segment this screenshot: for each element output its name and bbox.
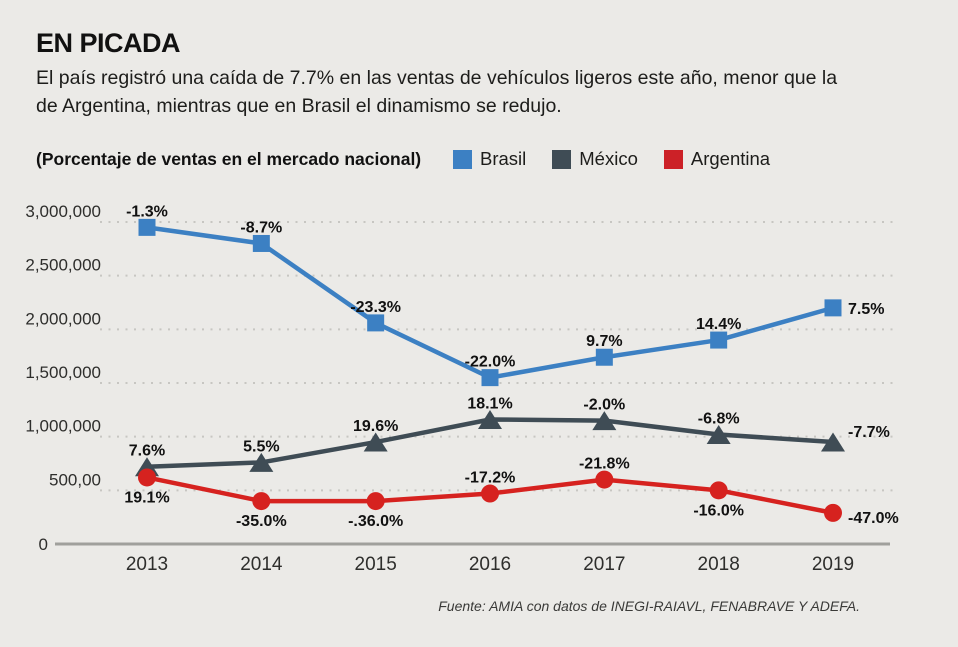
mexico-legend-swatch-icon xyxy=(552,149,572,169)
y-axis-labels: 3,000,000 2,500,000 2,000,000 1,500,000 1,00… xyxy=(25,202,101,554)
circle-marker-icon xyxy=(481,484,499,503)
subtitle-line-1: El país registró una caída de 7.7% en la… xyxy=(36,67,838,89)
data-label: 18.1% xyxy=(467,395,512,412)
x-tick-label: 2014 xyxy=(240,554,283,575)
legend-label-argentina: Argentina xyxy=(690,148,771,169)
legend-item-mexico: México xyxy=(552,148,638,170)
circle-marker-icon xyxy=(595,470,614,489)
data-label: -16.0% xyxy=(693,502,744,519)
x-tick-label: 2018 xyxy=(698,554,740,575)
series-mexico: 7.6% 5.5% 19.6% 18.1% -2.0% -6.8% -7.7% xyxy=(129,395,890,477)
data-labels: 7.6% 5.5% 19.6% 18.1% -2.0% -6.8% -7.7% xyxy=(129,395,890,459)
data-label: -23.3% xyxy=(350,299,401,316)
triangle-marker-icon xyxy=(706,425,731,445)
data-label: -8.7% xyxy=(240,219,282,236)
data-label: -2.0% xyxy=(583,397,625,414)
triangle-marker-icon xyxy=(478,409,502,429)
square-marker-icon xyxy=(252,234,270,252)
data-label: -7.7% xyxy=(848,424,890,441)
triangle-marker-icon xyxy=(363,432,388,452)
square-marker-icon xyxy=(595,348,613,366)
data-label: 19.1% xyxy=(124,489,169,506)
legend-item-argentina: Argentina xyxy=(663,148,771,170)
data-label: 9.7% xyxy=(586,333,622,350)
x-tick-label: 2013 xyxy=(126,554,168,575)
triangle-marker-icon xyxy=(821,432,845,452)
x-tick-label: 2016 xyxy=(469,554,511,575)
y-tick-label: 2,000,000 xyxy=(25,309,101,328)
subtitle-line-2: de Argentina, mientras que en Brasil el … xyxy=(36,95,562,117)
circle-marker-icon xyxy=(824,503,842,522)
square-marker-icon xyxy=(824,299,842,317)
data-label: 5.5% xyxy=(243,438,279,455)
brasil-legend-swatch-icon xyxy=(453,149,472,169)
y-tick-label: 500,00 xyxy=(49,470,101,489)
x-tick-label: 2017 xyxy=(583,554,625,575)
data-label: -47.0% xyxy=(848,510,899,527)
argentina-legend-swatch-icon xyxy=(663,149,683,169)
circle-marker-icon xyxy=(252,492,271,511)
page-title: EN PICADA xyxy=(36,28,181,58)
data-label: -1.3% xyxy=(126,203,168,220)
square-marker-icon xyxy=(138,218,156,236)
source-credit: Fuente: AMIA con datos de INEGI-RAIAVL, … xyxy=(438,598,860,614)
legend-items: Brasil México Argentina xyxy=(453,148,770,170)
legend-label-brasil: Brasil xyxy=(480,148,527,169)
data-label: 14.4% xyxy=(696,316,741,333)
data-label: -17.2% xyxy=(465,470,516,487)
legend: (Porcentaje de ventas en el mercado naci… xyxy=(36,146,936,172)
circle-marker-icon xyxy=(138,468,156,487)
legend-item-brasil: Brasil xyxy=(453,148,526,170)
square-marker-icon xyxy=(481,369,499,387)
subtitle: El país registró una caída de 7.7% en la… xyxy=(36,64,916,120)
axis-note: (Porcentaje de ventas en el mercado naci… xyxy=(36,148,422,169)
data-labels: 19.1% -35.0% -.36.0% -17.2% -21.8% -16.0% -47.… xyxy=(124,456,898,530)
circle-marker-icon xyxy=(366,492,385,511)
y-tick-label: 1,500,000 xyxy=(25,363,101,382)
triangle-marker-icon xyxy=(592,411,617,431)
data-label: -6.8% xyxy=(698,411,740,428)
circle-marker-icon xyxy=(709,481,728,500)
y-tick-label: 3,000,000 xyxy=(25,202,101,221)
x-axis-labels: 2013 2014 2015 2016 2017 2018 2019 xyxy=(126,554,854,575)
series-brasil: -1.3% -8.7% -23.3% -22.0% 9.7% 14.4% 7.5% xyxy=(126,203,884,387)
sales-line-chart: 3,000,000 2,500,000 2,000,000 1,500,000 1,00… xyxy=(25,202,898,575)
data-label: 7.5% xyxy=(848,301,884,318)
data-label: -.36.0% xyxy=(348,513,403,530)
data-label: -22.0% xyxy=(465,354,516,371)
data-label: 7.6% xyxy=(129,443,165,460)
data-label: -21.8% xyxy=(579,456,630,473)
chart-area: 3,000,000 2,500,000 2,000,000 1,500,000 1,00… xyxy=(0,185,958,595)
y-tick-label: 0 xyxy=(39,535,48,554)
x-tick-label: 2019 xyxy=(812,554,854,575)
data-label: -35.0% xyxy=(236,513,287,530)
legend-label-mexico: México xyxy=(579,148,638,169)
square-marker-icon xyxy=(367,314,385,332)
triangle-marker-icon xyxy=(249,452,274,472)
data-labels: -1.3% -8.7% -23.3% -22.0% 9.7% 14.4% 7.5% xyxy=(126,203,884,370)
series-argentina: 19.1% -35.0% -.36.0% -17.2% -21.8% -16.0% -47.… xyxy=(124,456,898,530)
x-tick-label: 2015 xyxy=(355,554,397,575)
data-label: 19.6% xyxy=(353,418,398,435)
square-marker-icon xyxy=(710,331,728,349)
y-tick-label: 1,000,000 xyxy=(25,417,101,436)
y-tick-label: 2,500,000 xyxy=(25,256,101,275)
